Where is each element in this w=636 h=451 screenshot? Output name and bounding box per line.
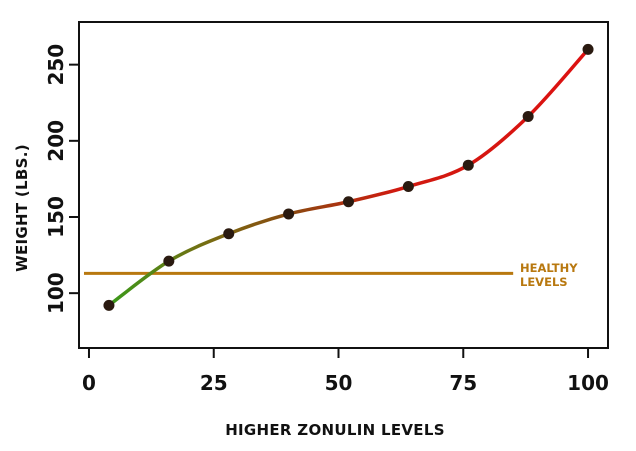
- y-tick-label: 250: [44, 44, 68, 86]
- data-point: [163, 255, 175, 267]
- x-axis-ticks: 0 25 50 75 100: [82, 348, 609, 395]
- x-tick-label: 25: [200, 371, 228, 395]
- data-points: [103, 43, 594, 311]
- healthy-levels-label-line1: HEALTHY: [520, 261, 578, 275]
- y-axis-title: WEIGHT (LBS.): [13, 144, 31, 272]
- data-point: [223, 228, 235, 240]
- weight-curve-line: [107, 47, 590, 308]
- data-point: [462, 159, 474, 171]
- data-point: [402, 181, 414, 193]
- data-point: [342, 196, 354, 208]
- plot-frame: [78, 21, 609, 349]
- y-tick-label: 200: [44, 120, 68, 162]
- healthy-levels-label-line2: LEVELS: [520, 275, 568, 289]
- y-axis-ticks: 100 150 200 250: [44, 44, 79, 314]
- x-tick-label: 100: [567, 371, 609, 395]
- y-tick-label: 150: [44, 196, 68, 238]
- y-tick-label: 100: [44, 272, 68, 314]
- data-point: [103, 299, 115, 311]
- data-point: [283, 208, 295, 220]
- x-tick-label: 75: [449, 371, 477, 395]
- x-tick-label: 0: [82, 371, 96, 395]
- x-axis-title: HIGHER ZONULIN LEVELS: [225, 421, 445, 439]
- data-point: [582, 43, 594, 55]
- data-point: [522, 110, 534, 122]
- x-tick-label: 50: [325, 371, 353, 395]
